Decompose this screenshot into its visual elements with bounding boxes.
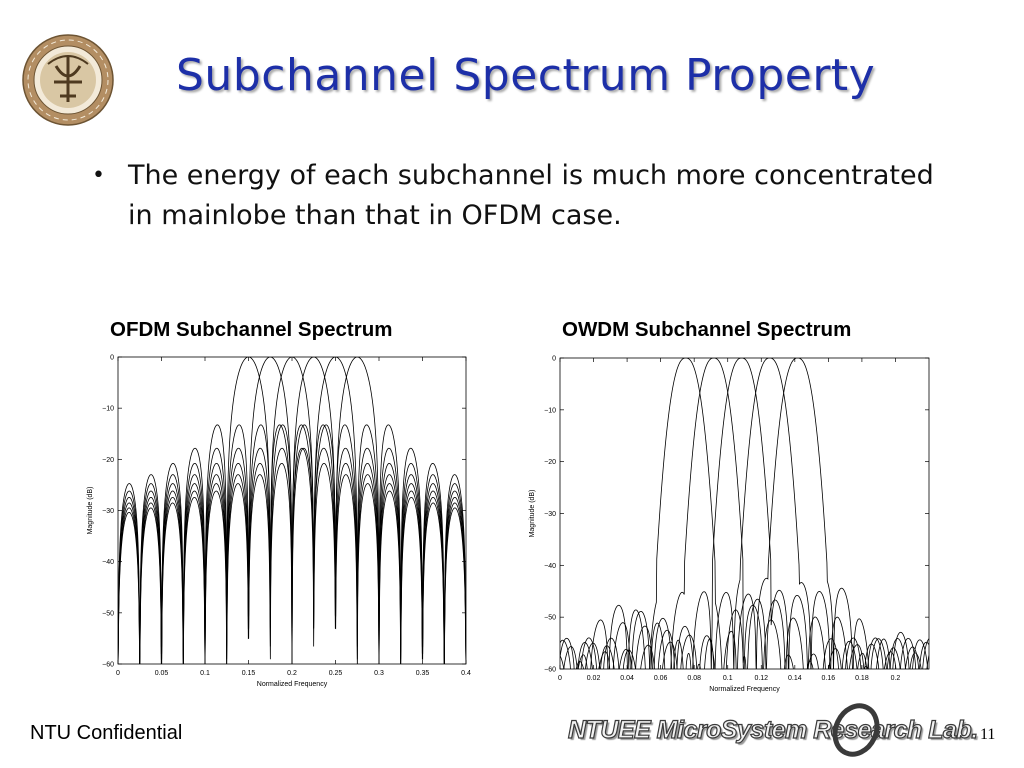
y-tick-label: −50	[544, 615, 556, 622]
series-curve-5	[118, 357, 466, 664]
ofdm-spectrum-chart: 0 0.05 0.1 0.15 0.2 0.25 0.3 0.35 0.4 0 −10 −20 −30 −…	[87, 355, 471, 689]
series-curve-2	[118, 357, 466, 664]
x-tick-label: 0.35	[416, 670, 430, 677]
x-tick-label: 0.05	[155, 670, 169, 677]
y-tick-label: 0	[110, 355, 114, 362]
y-tick-label: −60	[102, 662, 114, 669]
series-curve-4	[563, 358, 922, 669]
x-tick-label: 0.02	[587, 675, 601, 682]
y-tick-label: −30	[102, 508, 114, 515]
x-tick-label: 0.1	[723, 675, 733, 682]
bullet-item: • The energy of each subchannel is much …	[92, 156, 952, 236]
x-axis-label: Normalized Frequency	[709, 686, 780, 693]
y-tick-label: −10	[102, 406, 114, 413]
x-tick-label: 0.18	[855, 675, 869, 682]
y-tick-label: −60	[544, 667, 556, 674]
x-tick-label: 0.04	[620, 675, 634, 682]
series-curve-1	[560, 358, 929, 669]
series-curve-1	[118, 357, 466, 664]
x-tick-label: 0.2	[287, 670, 297, 677]
series-curve-6	[118, 357, 466, 664]
lab-logo: NTUEE MicroSystem Research Lab.	[567, 715, 978, 744]
y-tick-label: 0	[552, 356, 556, 363]
slide-title: Subchannel Spectrum Property	[176, 50, 876, 101]
ntu-seal-logo	[22, 34, 114, 126]
x-tick-label: 0.4	[461, 670, 471, 677]
x-tick-label: 0.06	[654, 675, 668, 682]
owdm-spectrum-chart: 0 0.02 0.04 0.06 0.08 0.1 0.12 0.14 0.16 0.18 0.2 0…	[529, 356, 930, 693]
x-tick-label: 0	[116, 670, 120, 677]
y-axis-label: Magnitude (dB)	[529, 490, 536, 538]
x-tick-label: 0	[558, 675, 562, 682]
series-curve-3	[118, 357, 466, 664]
owdm-chart-title: OWDM Subchannel Spectrum	[562, 318, 852, 341]
x-tick-label: 0.08	[687, 675, 701, 682]
lab-swoosh-icon	[832, 703, 880, 757]
y-tick-label: −30	[544, 511, 556, 518]
series-curve-5	[584, 358, 928, 669]
x-tick-label: 0.14	[788, 675, 802, 682]
y-tick-label: −50	[102, 610, 114, 617]
plot-frame	[559, 357, 930, 670]
series-curve-4	[118, 357, 466, 664]
y-tick-label: −10	[544, 407, 556, 414]
page-number: 11	[980, 726, 996, 743]
y-axis-label: Magnitude (dB)	[87, 487, 94, 535]
y-tick-label: −40	[544, 563, 556, 570]
bullet-text: The energy of each subchannel is much mo…	[128, 160, 934, 231]
x-tick-label: 0.15	[242, 670, 256, 677]
x-tick-label: 0.2	[891, 675, 901, 682]
y-tick-label: −20	[544, 459, 556, 466]
x-tick-label: 0.25	[329, 670, 343, 677]
ofdm-chart-title: OFDM Subchannel Spectrum	[110, 318, 393, 341]
x-tick-label: 0.12	[754, 675, 768, 682]
series-curve-3	[560, 358, 929, 669]
confidential-label: NTU Confidential	[30, 722, 183, 744]
y-tick-label: −20	[102, 457, 114, 464]
x-axis-label: Normalized Frequency	[257, 681, 328, 688]
y-tick-label: −40	[102, 559, 114, 566]
series-curve-2	[560, 358, 929, 669]
x-tick-label: 0.16	[822, 675, 836, 682]
x-tick-label: 0.1	[200, 670, 210, 677]
x-tick-label: 0.3	[374, 670, 384, 677]
bullet-list: • The energy of each subchannel is much …	[92, 156, 952, 236]
bullet-dot-icon: •	[92, 163, 105, 188]
